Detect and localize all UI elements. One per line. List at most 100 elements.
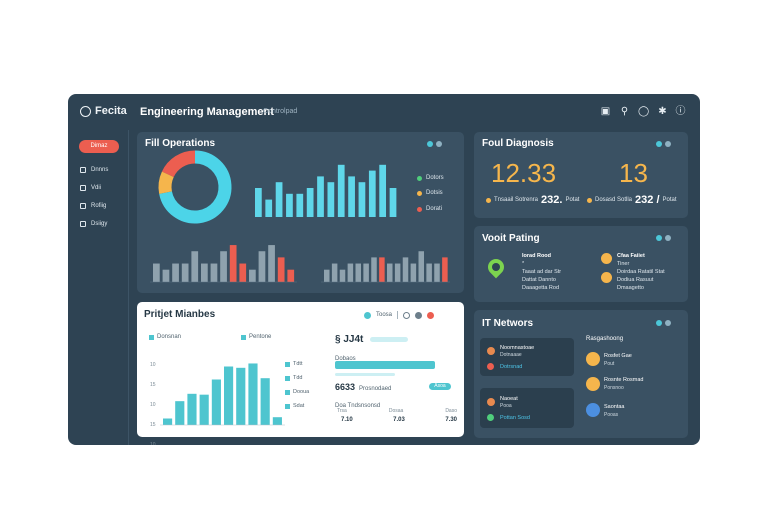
bar <box>249 269 256 282</box>
bar <box>337 164 345 217</box>
col-value: 7.03 <box>393 417 405 423</box>
menu-dot <box>656 141 662 147</box>
menu-dot <box>665 235 671 241</box>
legend-label: Pentone <box>249 334 272 340</box>
bar <box>255 188 262 217</box>
network-menu[interactable] <box>656 320 671 326</box>
kpi-right-detail: Dosasd Sotlla 232 / Potat <box>587 194 677 206</box>
page-subtitle[interactable]: Controlpad <box>263 108 298 115</box>
legend-item: Tdd <box>285 371 309 385</box>
network-card-1[interactable]: Noomnastoae Dotnaaae Dotrsnad <box>480 338 574 376</box>
refresh-icon[interactable] <box>403 311 411 319</box>
stat2-sub: Doa Tndsnsonsd <box>335 394 380 412</box>
settings-icon[interactable] <box>415 311 423 319</box>
legend-label: Dooua <box>293 389 310 395</box>
legend-label: Donsnan <box>157 334 182 340</box>
bar <box>331 263 338 282</box>
kpi-left-unit: Potat <box>565 197 580 203</box>
voice-line: Dattat Dannto <box>522 277 556 283</box>
legend-swatch <box>285 403 290 409</box>
sidebar-item-label: Dsiigy <box>91 221 108 227</box>
voice-menu[interactable] <box>656 235 671 241</box>
page-title: Engineering Management <box>140 106 274 118</box>
bar <box>363 263 369 282</box>
bar <box>306 188 314 217</box>
legend-swatch <box>285 389 290 395</box>
menu-dot <box>427 141 433 147</box>
col-label: Trsa <box>337 408 347 414</box>
kpi-right-caption: Dosasd Sotlla <box>595 197 633 203</box>
bar <box>324 269 330 282</box>
menu-dot <box>665 320 671 326</box>
legend-item: Pentone <box>241 334 271 340</box>
bar <box>220 251 227 282</box>
y-tick: 10 <box>150 402 156 408</box>
operations-menu[interactable] <box>427 141 442 147</box>
bar <box>199 394 209 425</box>
bar <box>327 182 335 217</box>
legend-swatch <box>285 361 290 367</box>
settings-icon[interactable]: ✱ <box>658 106 667 117</box>
status-icon <box>601 253 612 264</box>
bar <box>187 393 197 425</box>
project-filter-label[interactable]: Toosa <box>376 312 393 318</box>
voice-left-text: Iorad Rood * Taaat ad dar Str Dattat Dan… <box>522 252 561 292</box>
bar <box>287 269 295 282</box>
cloud-icon <box>586 403 600 417</box>
filter-icon[interactable] <box>364 311 371 319</box>
search-icon[interactable]: ⚲ <box>620 106 629 117</box>
info-icon[interactable]: ◯ <box>638 106 650 117</box>
list-icon <box>80 185 86 191</box>
card-title: Naoeat <box>500 396 518 402</box>
legend-label: Dorati <box>426 206 443 212</box>
bar <box>379 257 385 282</box>
voice-panel: Vooit Pating Iorad Rood * Taaat ad dar S… <box>474 226 688 302</box>
network-card-2[interactable]: Naoeat Pooa Pottan Sosd <box>480 388 574 428</box>
diagnosis-menu[interactable] <box>656 141 671 147</box>
col-label: Daso <box>445 408 457 414</box>
help-icon[interactable]: ⓘ <box>675 106 686 117</box>
sidebar-item-2[interactable]: Vdii <box>80 185 101 191</box>
legend-item: Dorati <box>417 206 442 212</box>
bar <box>275 182 283 217</box>
bar <box>296 193 304 217</box>
y-axis-labels: 10 15 10 15 10 <box>150 355 156 445</box>
kpi-left-caption: Tnsaail Sotrenra <box>494 197 539 203</box>
stat2-button[interactable]: Asoa <box>429 383 451 390</box>
bar <box>265 199 273 217</box>
project-panel: Pritjet Mianbes Donsnan Pentone 10 15 10… <box>137 302 464 445</box>
bar <box>286 193 293 217</box>
bar <box>175 401 185 425</box>
kpi-left-value: 232. <box>541 194 563 206</box>
bar-chart-left <box>150 245 297 283</box>
alert-icon[interactable] <box>427 311 435 319</box>
voice-line: Taaat ad dar Str <box>522 269 562 275</box>
camera-icon[interactable]: ▣ <box>600 106 611 117</box>
bar <box>442 257 448 282</box>
brand[interactable]: Fecita <box>80 105 127 117</box>
col-value: 7.30 <box>445 417 457 423</box>
folder-icon <box>80 167 86 173</box>
project-bar-chart <box>160 363 285 426</box>
bar <box>410 263 417 282</box>
bar <box>348 176 355 217</box>
stat-main-sub-text: Dobaos <box>335 356 356 362</box>
sidebar-item-1[interactable]: Dnnns <box>80 167 108 173</box>
legend-swatch <box>417 175 422 181</box>
card-link[interactable]: Pottan Sosd <box>500 415 530 421</box>
legend-label: Dotsis <box>426 190 443 196</box>
bar <box>339 269 346 282</box>
menu-dot <box>436 141 442 147</box>
legend-label: Dotors <box>426 175 444 181</box>
server-icon <box>487 347 495 355</box>
network-right-title: Rasgashoong <box>586 336 624 342</box>
sidebar-item-3[interactable]: Rofiig <box>80 203 106 209</box>
sidebar-item-label: Rofiig <box>91 203 107 209</box>
sidebar-item-4[interactable]: Dsiigy <box>80 221 107 227</box>
sidebar-primary-button[interactable]: Dimaz <box>79 140 119 153</box>
gauge-icon <box>80 203 86 209</box>
legend-item: Donsnan <box>149 334 181 340</box>
app-window: Fecita Engineering Management Controlpad… <box>68 94 700 445</box>
card-link[interactable]: Dotrsnad <box>500 364 523 370</box>
legend-swatch <box>149 334 154 340</box>
